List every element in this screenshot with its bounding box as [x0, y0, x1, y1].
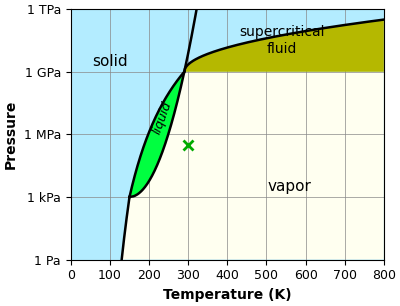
- Text: liquid: liquid: [151, 99, 175, 136]
- Polygon shape: [184, 20, 384, 72]
- Polygon shape: [122, 72, 384, 259]
- Text: solid: solid: [92, 54, 128, 69]
- Text: supercritical
fluid: supercritical fluid: [239, 25, 325, 56]
- Y-axis label: Pressure: Pressure: [4, 100, 18, 169]
- Polygon shape: [130, 72, 184, 197]
- X-axis label: Temperature (K): Temperature (K): [163, 288, 292, 302]
- Text: vapor: vapor: [268, 179, 312, 194]
